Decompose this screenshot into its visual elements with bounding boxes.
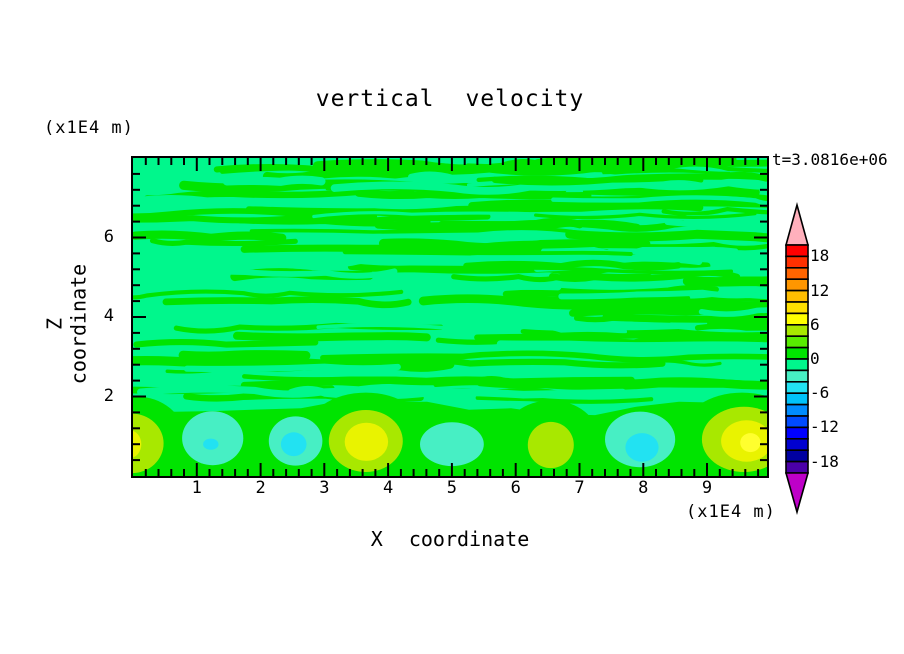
colorbar-segment-13	[785, 392, 809, 406]
colorbar-segment-18	[785, 449, 809, 463]
colorbar-segment-14	[785, 403, 809, 417]
x-axis-title: X coordinate	[370, 527, 530, 551]
colorbar-segment-0	[785, 244, 809, 258]
feature-bright-spot-right	[740, 433, 761, 453]
x-tick-label-6: 6	[510, 478, 521, 498]
tick-marks	[133, 158, 767, 476]
colorbar-segment-4	[785, 289, 809, 303]
colorbar-segment-19	[785, 460, 809, 474]
time-annotation: t=3.0816e+06	[772, 150, 888, 169]
colorbar-segment-1	[785, 255, 809, 269]
x-tick-label-4: 4	[383, 478, 394, 498]
colorbar	[784, 202, 810, 515]
y-axis-unit-label: (x1E4 m)	[44, 118, 134, 138]
colorbar-segment-7	[785, 324, 809, 338]
x-tick-label-8: 8	[638, 478, 649, 498]
colorbar-segment-2	[785, 267, 809, 281]
x-tick-label-2: 2	[255, 478, 266, 498]
colorbar-segment-6	[785, 312, 809, 326]
colorbar-label-0: 0	[810, 349, 820, 368]
colorbar-segment-12	[785, 381, 809, 395]
feature-cyan-core-1	[203, 438, 219, 450]
colorbar-segment-5	[785, 301, 809, 315]
colorbar-segment-11	[785, 369, 809, 383]
y-tick-label-2: 2	[103, 385, 114, 406]
feature-updraft-ring-left	[133, 413, 164, 474]
feature-cyan-core-4	[625, 433, 659, 462]
contour-field	[133, 158, 767, 476]
x-tick-label-7: 7	[574, 478, 585, 498]
x-tick-label-9: 9	[701, 478, 713, 498]
feature-mint-blob-1	[182, 411, 244, 466]
colorbar-cap-top	[784, 202, 810, 246]
x-tick-label-1: 1	[191, 478, 202, 498]
colorbar-label--12: -12	[810, 417, 839, 437]
colorbar-segment-17	[785, 438, 809, 452]
plot-area	[131, 156, 769, 478]
colorbar-label--18: -18	[810, 451, 839, 471]
colorbar-segment-15	[785, 415, 809, 429]
colorbar-label-6: 6	[810, 314, 820, 334]
colorbar-segment-10	[785, 358, 809, 372]
feature-mint-blob-3	[420, 422, 484, 467]
x-tick-label-5: 5	[446, 478, 458, 498]
colorbar-label-18: 18	[810, 246, 830, 266]
colorbar-cap-bottom	[784, 472, 810, 515]
chart-title: vertical velocity	[315, 86, 585, 112]
colorbar-segment-9	[785, 346, 809, 360]
y-tick-label-6: 6	[103, 226, 114, 247]
colorbar-label--6: -6	[810, 383, 830, 403]
colorbar-segment-8	[785, 335, 809, 349]
colorbar-segment-16	[785, 426, 809, 440]
y-tick-label-4: 4	[103, 306, 114, 326]
colorbar-segment-3	[785, 278, 809, 292]
feature-yellow-core-mid	[344, 422, 389, 461]
feature-cyan-core-2	[280, 432, 307, 457]
colorbar-label-12: 12	[810, 280, 830, 300]
feature-updraft-core-6p5	[527, 421, 574, 469]
x-tick-label-3: 3	[319, 478, 330, 498]
x-axis-unit-label: (x1E4 m)	[686, 502, 776, 522]
